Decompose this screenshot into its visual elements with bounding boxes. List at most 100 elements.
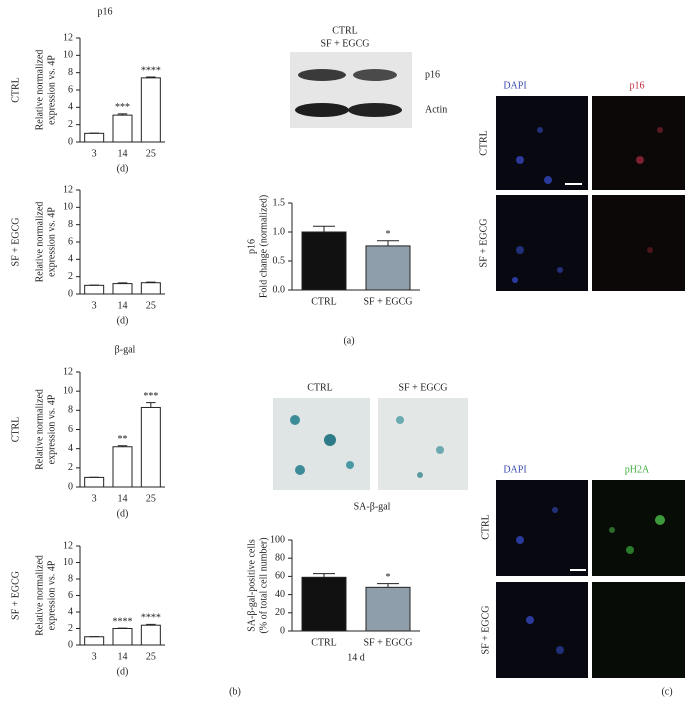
y-tick-label: 20 [275,607,285,618]
y-tick-label: 4 [68,102,73,113]
error-bar [146,623,156,626]
y-tick-label: 40 [275,589,285,600]
x-tick-label: 3 [92,148,97,159]
y-tick-label: 12 [63,366,73,377]
panel-label: (a) [343,335,354,346]
y-tick-label: 8 [68,219,73,230]
y-axis-label: (% of total cell number) [258,537,269,633]
bar [112,446,133,488]
bar [140,624,161,646]
chart-title: p16 [246,239,257,254]
y-tick-label: 10 [63,50,73,61]
y-axis-label: Relative normalized [34,202,45,283]
y-tick-label: 10 [63,202,73,213]
micro-row: SF + EGCG [480,606,491,655]
significance: *** [115,102,130,113]
y-axis-label: expression vs. 4P [46,55,57,125]
error-bar [117,113,128,116]
x-axis-label: (d) [117,666,129,677]
error-bar [146,76,156,78]
error-bar [377,583,399,588]
significance: *** [143,391,158,402]
bar [365,586,411,632]
micro-a [496,96,685,291]
y-axis-label: expression vs. 4P [46,207,57,277]
y-tick-label: 0 [68,481,73,492]
y-tick-label: 12 [63,540,73,551]
micro-row: CTRL [480,514,491,540]
y-tick-label: 4 [68,254,73,265]
significance: **** [113,616,133,627]
error-bar [146,402,156,408]
micro-row: CTRL [478,130,489,156]
significance: * [386,572,391,583]
significance: ** [118,434,128,445]
y-tick-label: 0.0 [273,284,286,295]
micro-col: pH2A [625,464,650,475]
micro-col: DAPI [503,464,526,475]
y-tick-label: 0 [68,288,73,299]
y-tick-label: 1.0 [273,226,286,237]
x-tick-label: SF + EGCG [364,296,413,307]
y-tick-label: 4 [68,606,73,617]
row-label: CTRL [10,77,21,103]
x-tick-label: 3 [92,300,97,311]
y-tick-label: 2 [68,271,73,282]
error-bar [117,282,128,284]
y-axis-label: SA-β-gal-positive cells [246,539,257,632]
x-tick-label: 14 [118,651,128,662]
bar [112,283,133,295]
y-axis-label: Relative normalized [34,389,45,470]
row-label: CTRL [10,417,21,443]
western-blot [290,52,412,128]
bar [84,636,105,646]
y-tick-label: 2 [68,119,73,130]
y-axis-label: expression vs. 4P [46,394,57,464]
x-tick-label: 14 [118,300,128,311]
y-tick-label: 6 [68,590,73,601]
significance: **** [141,613,161,624]
y-tick-label: 0 [68,136,73,147]
blot-band: Actin [425,104,447,115]
y-tick-label: 10 [63,385,73,396]
row-label: SF + EGCG [10,218,21,267]
bar [112,628,133,646]
y-tick-label: 8 [68,67,73,78]
sa-gal-images [273,398,468,490]
x-tick-label: CTRL [311,296,337,307]
y-tick-label: 8 [68,573,73,584]
y-axis-label: Fold change (normalized) [258,195,269,298]
bar [112,114,133,143]
bar [84,284,105,295]
y-tick-label: 0.5 [273,255,286,266]
micro-col: p16 [630,80,645,91]
y-tick-label: 60 [275,571,285,582]
chart-title: β-gal [115,344,136,355]
error-bar [117,445,128,447]
blot-band: p16 [425,69,440,80]
x-tick-label: 25 [146,493,156,504]
x-axis-label: 14 d [347,652,365,663]
significance: * [386,229,391,240]
y-tick-label: 0 [280,625,285,636]
y-tick-label: 6 [68,84,73,95]
y-tick-label: 10 [63,557,73,568]
x-tick-label: 3 [92,651,97,662]
bar [365,245,411,291]
bar [301,576,347,632]
panel-label: (c) [661,686,672,697]
image-col: CTRL [307,382,333,393]
significance: **** [141,65,161,76]
y-axis-label: Relative normalized [34,555,45,636]
x-axis-label: (d) [117,315,129,326]
y-tick-label: 12 [63,32,73,43]
y-tick-label: 100 [270,534,285,545]
y-tick-label: 2 [68,462,73,473]
micro-col: DAPI [503,80,526,91]
panel-label: (b) [229,686,241,697]
image-col: SF + EGCG [399,382,448,393]
micro-row: SF + EGCG [478,219,489,268]
error-bar [313,225,335,232]
y-tick-label: 2 [68,623,73,634]
